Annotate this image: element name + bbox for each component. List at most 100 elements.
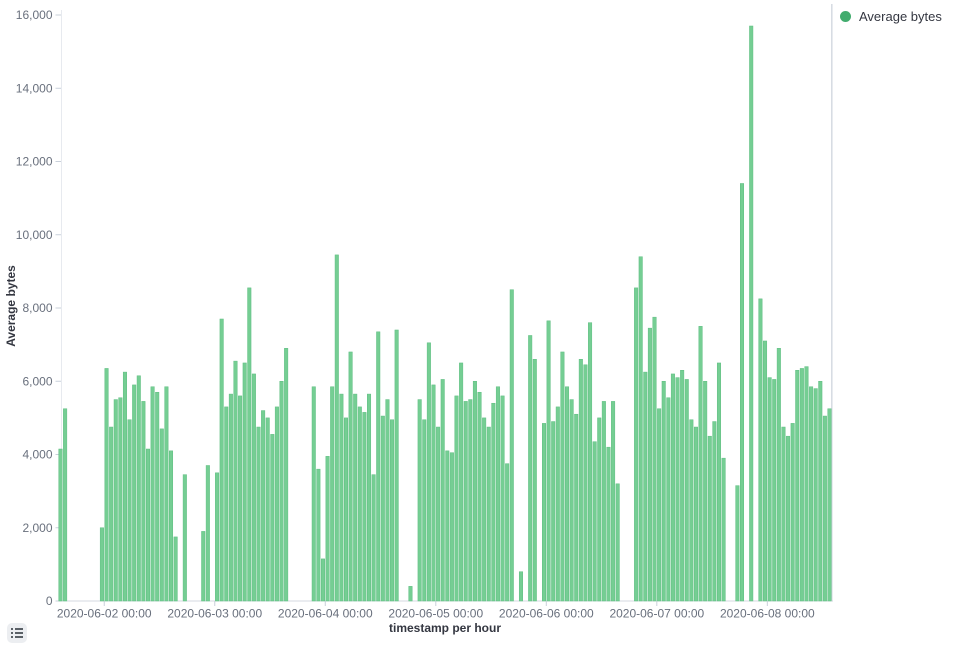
bar[interactable] (385, 399, 390, 602)
bar[interactable] (215, 472, 220, 602)
bar[interactable] (390, 419, 395, 602)
bar[interactable] (551, 421, 556, 602)
bar[interactable] (528, 335, 533, 602)
bar[interactable] (712, 421, 717, 602)
bar[interactable] (238, 395, 243, 602)
bar[interactable] (763, 340, 768, 602)
bar[interactable] (155, 391, 160, 602)
bar[interactable] (118, 397, 123, 602)
bar[interactable] (159, 428, 164, 602)
bar[interactable] (638, 256, 643, 602)
bar[interactable] (647, 327, 652, 602)
bar[interactable] (169, 450, 174, 602)
bar[interactable] (698, 326, 703, 602)
bar[interactable] (459, 362, 464, 602)
bar[interactable] (436, 426, 441, 602)
bar[interactable] (804, 366, 809, 602)
bar[interactable] (205, 465, 210, 602)
bar[interactable] (477, 391, 482, 602)
bar[interactable] (422, 419, 427, 602)
bar[interactable] (827, 408, 832, 602)
bar[interactable] (99, 527, 104, 602)
bar[interactable] (772, 379, 777, 602)
bar[interactable] (394, 329, 399, 602)
bar[interactable] (426, 342, 431, 602)
bar[interactable] (228, 393, 233, 602)
bar[interactable] (758, 298, 763, 602)
bar[interactable] (279, 381, 284, 602)
bar[interactable] (693, 426, 698, 602)
bar[interactable] (311, 386, 316, 602)
bar[interactable] (486, 426, 491, 602)
bar[interactable] (675, 377, 680, 602)
bar[interactable] (505, 463, 510, 602)
bar[interactable] (122, 371, 127, 602)
bar[interactable] (615, 483, 620, 602)
bar[interactable] (482, 417, 487, 602)
bar[interactable] (472, 381, 477, 602)
bar[interactable] (274, 406, 279, 602)
bar[interactable] (380, 415, 385, 602)
bar[interactable] (256, 426, 261, 602)
bar[interactable] (565, 386, 570, 602)
bar[interactable] (799, 368, 804, 602)
bar[interactable] (371, 474, 376, 602)
bar[interactable] (265, 417, 270, 602)
bar[interactable] (661, 381, 666, 602)
bar[interactable] (367, 393, 372, 602)
bar[interactable] (588, 322, 593, 602)
bar[interactable] (132, 384, 137, 602)
bar[interactable] (491, 402, 496, 602)
bar[interactable] (767, 377, 772, 602)
bar[interactable] (795, 370, 800, 602)
bar[interactable] (251, 373, 256, 602)
bar[interactable] (689, 419, 694, 602)
bar[interactable] (330, 386, 335, 602)
bar[interactable] (224, 406, 229, 602)
bar[interactable] (749, 25, 754, 602)
bar[interactable] (454, 395, 459, 602)
bar[interactable] (233, 360, 238, 602)
bar[interactable] (611, 401, 616, 602)
bar[interactable] (468, 399, 473, 602)
bar[interactable] (348, 351, 353, 602)
bar[interactable] (532, 359, 537, 602)
bar[interactable] (182, 474, 187, 602)
bar[interactable] (316, 468, 321, 602)
bar[interactable] (786, 435, 791, 602)
bar[interactable] (242, 362, 247, 602)
bar[interactable] (408, 586, 413, 602)
bar[interactable] (601, 401, 606, 602)
bar[interactable] (546, 320, 551, 602)
bar[interactable] (344, 417, 348, 602)
bar[interactable] (680, 370, 685, 602)
bar[interactable] (781, 426, 786, 602)
bar[interactable] (542, 423, 546, 602)
bar[interactable] (339, 393, 344, 602)
bar[interactable] (201, 531, 206, 602)
bar[interactable] (261, 410, 266, 602)
bar[interactable] (740, 183, 744, 602)
bar[interactable] (716, 362, 721, 602)
bar[interactable] (813, 388, 818, 602)
bar[interactable] (684, 379, 689, 602)
bar[interactable] (173, 536, 178, 602)
bar[interactable] (666, 397, 671, 602)
bar[interactable] (164, 386, 169, 602)
bar[interactable] (109, 426, 114, 602)
bar[interactable] (500, 395, 505, 602)
bar[interactable] (247, 287, 252, 602)
bar[interactable] (284, 348, 289, 602)
bar[interactable] (145, 448, 150, 602)
bar[interactable] (652, 316, 657, 602)
bar[interactable] (270, 434, 275, 602)
bar[interactable] (113, 399, 118, 602)
bar[interactable] (776, 348, 781, 602)
bar[interactable] (634, 287, 639, 602)
bar[interactable] (104, 368, 109, 602)
bar[interactable] (150, 386, 155, 602)
bar[interactable] (431, 384, 436, 602)
bar[interactable] (449, 452, 454, 602)
bar[interactable] (362, 412, 367, 602)
bar[interactable] (735, 485, 740, 602)
